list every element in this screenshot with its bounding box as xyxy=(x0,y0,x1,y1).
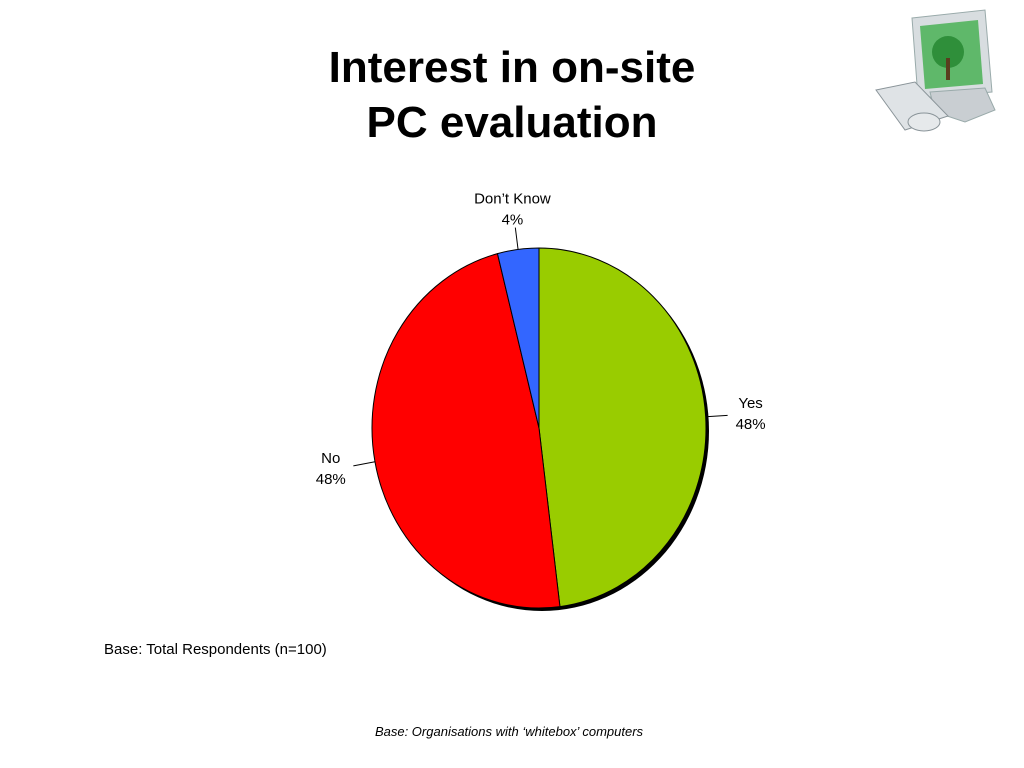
title-line: Interest in on-site xyxy=(329,43,696,92)
slice-label: Don’t Know xyxy=(474,191,551,208)
computer-icon xyxy=(875,9,996,132)
pie-slice xyxy=(371,253,561,609)
pie: Yes 48% No 48% Don’t Know 4% xyxy=(316,191,766,611)
title-line: PC evaluation xyxy=(367,98,658,147)
leader-line xyxy=(705,414,728,418)
pie-slice xyxy=(538,247,707,608)
leader-line xyxy=(514,227,519,250)
slice-value-label: 4% xyxy=(502,212,524,229)
slice-label: No xyxy=(321,450,340,467)
pie-slice xyxy=(496,247,540,429)
leader-line xyxy=(353,461,376,467)
slice-label: Yes xyxy=(738,395,762,412)
slice-value-label: 48% xyxy=(736,416,766,433)
slice-value-label: 48% xyxy=(316,471,346,488)
footer: Base: Organisations with ‘whitebox’ comp… xyxy=(375,724,644,739)
base-note: Base: Total Respondents (n=100) xyxy=(104,641,327,658)
